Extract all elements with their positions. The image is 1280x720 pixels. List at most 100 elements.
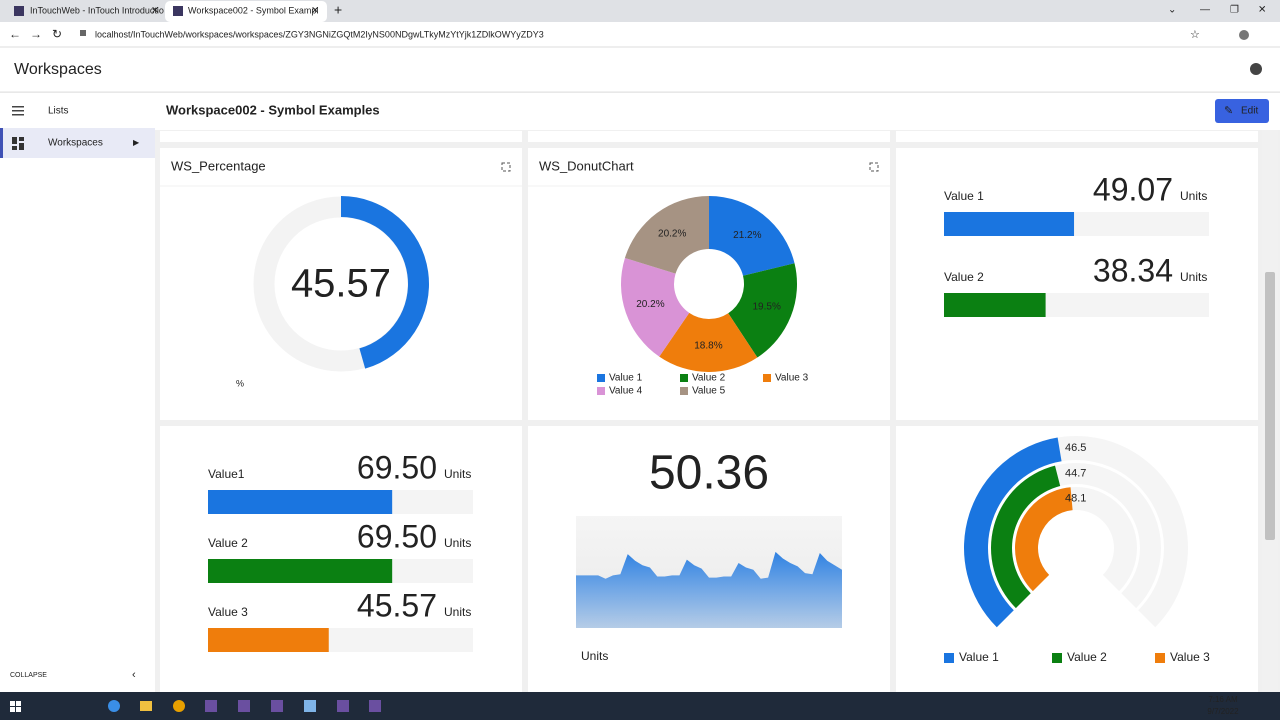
- expand-icon[interactable]: [869, 162, 879, 172]
- bar-unit: Units: [1180, 270, 1207, 284]
- bar-value: 38.34: [1093, 252, 1173, 288]
- bar-unit: Units: [444, 605, 471, 619]
- donut-slice: [709, 196, 795, 276]
- app-icon[interactable]: [304, 700, 316, 712]
- panel: [896, 131, 1258, 142]
- slice-label: 18.8%: [694, 341, 722, 352]
- tab-title[interactable]: Workspace002 - Symbol Exampl: [188, 5, 318, 15]
- lock-icon: [80, 30, 86, 36]
- profile[interactable]: [1239, 30, 1249, 40]
- new-tab[interactable]: +: [334, 2, 342, 18]
- app-icon[interactable]: [173, 700, 185, 712]
- edit-button[interactable]: [1215, 99, 1269, 123]
- legend-swatch: [597, 374, 605, 382]
- start-button[interactable]: [10, 701, 21, 712]
- bar: [208, 490, 393, 514]
- app-icon[interactable]: [108, 700, 120, 712]
- app-bar: [0, 47, 1280, 92]
- bar-label: Value1: [208, 467, 245, 481]
- bar-label: Value 2: [208, 536, 248, 550]
- app-icon[interactable]: [369, 700, 381, 712]
- tab-title[interactable]: InTouchWeb - InTouch Introductio: [30, 5, 164, 15]
- active-tab[interactable]: [165, 1, 327, 22]
- collapse-arrow[interactable]: ‹: [132, 669, 136, 681]
- bar-unit: Units: [444, 467, 471, 481]
- legend-swatch: [1052, 653, 1062, 663]
- panel: [528, 148, 890, 420]
- nav-indicator: [0, 128, 3, 158]
- legend-label: Value 4: [609, 386, 643, 397]
- bar-value: 45.57: [357, 587, 437, 623]
- workspace-icon: [12, 137, 24, 150]
- workspace-title: Workspace002 - Symbol Examples: [166, 102, 380, 117]
- legend-swatch: [680, 387, 688, 395]
- list-icon: [12, 106, 24, 116]
- bar-value: 69.50: [357, 518, 437, 554]
- slice-label: 20.2%: [658, 229, 686, 240]
- sidebar: [0, 93, 155, 692]
- url[interactable]: localhost/InTouchWeb/workspaces/workspac…: [95, 29, 544, 39]
- clock-date: 9/7/2022: [1207, 707, 1239, 716]
- tab-search[interactable]: ⌄: [1168, 5, 1176, 16]
- legend-label: Value 1: [609, 373, 643, 384]
- forward[interactable]: →: [30, 27, 42, 41]
- panel: [160, 131, 522, 142]
- nav-item[interactable]: Workspaces: [48, 138, 103, 149]
- legend-label: Value 3: [1170, 650, 1210, 664]
- radial-bar: [991, 465, 1061, 609]
- slice-label: 21.2%: [733, 230, 761, 241]
- collapse[interactable]: COLLAPSE: [10, 672, 47, 679]
- bar-value: 69.50: [357, 449, 437, 485]
- nav-item[interactable]: Lists: [48, 106, 69, 117]
- tab-close[interactable]: ✕: [151, 6, 159, 17]
- minimize[interactable]: —: [1200, 5, 1210, 16]
- gauge-arc: [341, 196, 429, 369]
- app-icon[interactable]: [238, 700, 250, 712]
- close[interactable]: ✕: [1258, 5, 1266, 16]
- legend-label: Value 5: [692, 386, 726, 397]
- bookmark[interactable]: ☆: [1190, 29, 1200, 41]
- donut-slice: [728, 263, 797, 358]
- bar-label: Value 2: [944, 270, 984, 284]
- radial-label: 48.1: [1065, 492, 1086, 504]
- app-icon[interactable]: [337, 700, 349, 712]
- panel: [528, 131, 890, 142]
- bar: [944, 212, 1075, 236]
- app-icon[interactable]: [271, 700, 283, 712]
- app-icon[interactable]: [140, 701, 152, 711]
- content-header: [155, 93, 1280, 130]
- radial-label: 46.5: [1065, 442, 1086, 454]
- nav-arrow[interactable]: ▶: [133, 138, 140, 147]
- bar-unit: Units: [1180, 189, 1207, 203]
- donut-slice: [624, 196, 709, 274]
- area: [576, 551, 842, 628]
- slice-label: 19.5%: [752, 301, 780, 312]
- bar-label: Value 1: [944, 189, 984, 203]
- legend-swatch: [1155, 653, 1165, 663]
- expand-icon[interactable]: [501, 162, 511, 172]
- panel-title: WS_DonutChart: [539, 158, 634, 173]
- legend-label: Value 3: [775, 373, 809, 384]
- edit-label[interactable]: Edit: [1241, 106, 1258, 117]
- legend-label: Value 2: [1067, 650, 1107, 664]
- clock-time: 7:16 AM: [1208, 695, 1238, 704]
- back[interactable]: ←: [9, 27, 21, 41]
- user-icon[interactable]: [1250, 63, 1262, 75]
- legend-label: Value 1: [959, 650, 999, 664]
- radial-bar: [1015, 487, 1073, 592]
- reload[interactable]: ↻: [52, 27, 62, 41]
- tab-close[interactable]: ✕: [311, 6, 319, 17]
- app-icon[interactable]: [205, 700, 217, 712]
- bar-value: 49.07: [1093, 171, 1173, 207]
- tab-icon: [173, 6, 183, 16]
- address-bar: [0, 22, 1280, 47]
- legend-swatch: [597, 387, 605, 395]
- bar-unit: Units: [444, 536, 471, 550]
- maximize[interactable]: ❐: [1230, 5, 1239, 16]
- scroll-thumb[interactable]: [1265, 272, 1275, 540]
- bar: [208, 559, 393, 583]
- nav-selected: [0, 128, 155, 158]
- big-value: 50.36: [649, 447, 769, 500]
- gauge-unit: %: [236, 378, 244, 388]
